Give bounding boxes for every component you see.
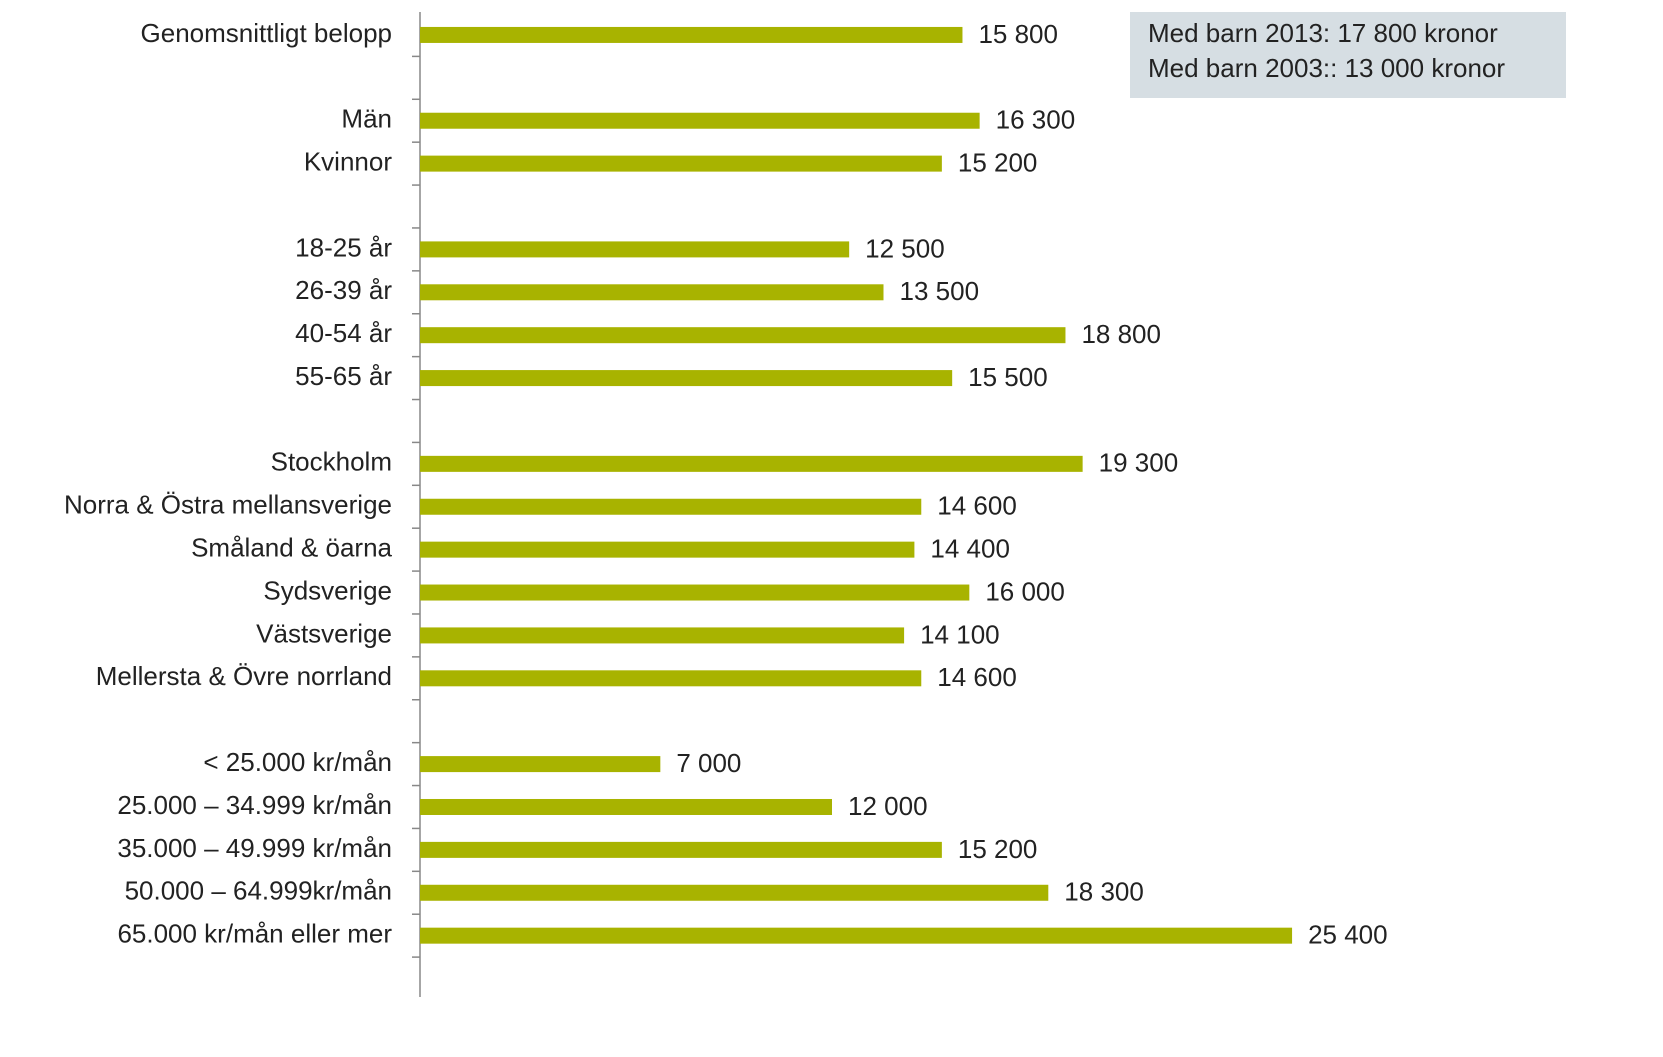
value-label: 12 500 (865, 233, 945, 263)
bar (420, 26, 963, 43)
annotation-box (1130, 12, 1566, 98)
y-tick-label: 26-39 år (295, 275, 392, 305)
value-label: 7 000 (676, 748, 741, 778)
value-label: 14 600 (937, 491, 1017, 521)
bar (420, 498, 922, 515)
y-tick-label: 18-25 år (295, 232, 392, 262)
value-label: 25 400 (1308, 920, 1388, 950)
bar (420, 370, 953, 387)
y-tick-label: 55-65 år (295, 361, 392, 391)
y-tick-label: Kvinnor (304, 146, 392, 176)
y-tick-label: Sydsverige (263, 575, 392, 605)
bar (420, 841, 942, 858)
y-tick-label: Stockholm (271, 447, 392, 477)
y-tick-label: 35.000 – 49.999 kr/mån (117, 833, 392, 863)
bar (420, 798, 832, 815)
bar (420, 627, 905, 644)
value-label: 16 000 (985, 576, 1065, 606)
annotation: Med barn 2013: 17 800 kronor (1148, 18, 1498, 48)
y-tick-label: 25.000 – 34.999 kr/mån (117, 790, 392, 820)
value-label: 14 100 (920, 619, 1000, 649)
y-tick-label: Män (341, 104, 392, 134)
value-label: 14 600 (937, 662, 1017, 692)
bar (420, 541, 915, 558)
value-label: 18 800 (1081, 319, 1161, 349)
value-label: 15 800 (978, 19, 1058, 49)
value-label: 19 300 (1099, 448, 1179, 478)
y-tick-label: Mellersta & Övre norrland (96, 661, 392, 691)
bar (420, 455, 1083, 472)
y-tick-label: Västsverige (256, 618, 392, 648)
y-tick-label: Genomsnittligt belopp (141, 18, 392, 48)
y-tick-label: Småland & öarna (191, 533, 392, 563)
y-tick-label: < 25.000 kr/mån (203, 747, 392, 777)
value-label: 15 200 (958, 147, 1038, 177)
y-tick-label: Norra & Östra mellansverige (64, 490, 392, 520)
bar (420, 756, 661, 773)
bar (420, 284, 884, 301)
bar (420, 241, 850, 258)
value-label: 15 500 (968, 362, 1048, 392)
value-label: 12 000 (848, 791, 928, 821)
bar (420, 927, 1293, 944)
value-label: 15 200 (958, 834, 1038, 864)
bar (420, 670, 922, 687)
bar (420, 155, 942, 172)
bar (420, 584, 970, 601)
y-tick-label: 65.000 kr/mån eller mer (117, 919, 392, 949)
y-tick-label: 50.000 – 64.999kr/mån (125, 876, 392, 906)
bar (420, 327, 1066, 344)
y-tick-label: 40-54 år (295, 318, 392, 348)
bar (420, 112, 980, 129)
bar (420, 884, 1049, 901)
value-label: 14 400 (930, 534, 1010, 564)
value-label: 18 300 (1064, 877, 1144, 907)
value-label: 16 300 (996, 105, 1076, 135)
annotation: Med barn 2003:: 13 000 kronor (1148, 53, 1505, 83)
value-label: 13 500 (900, 276, 980, 306)
